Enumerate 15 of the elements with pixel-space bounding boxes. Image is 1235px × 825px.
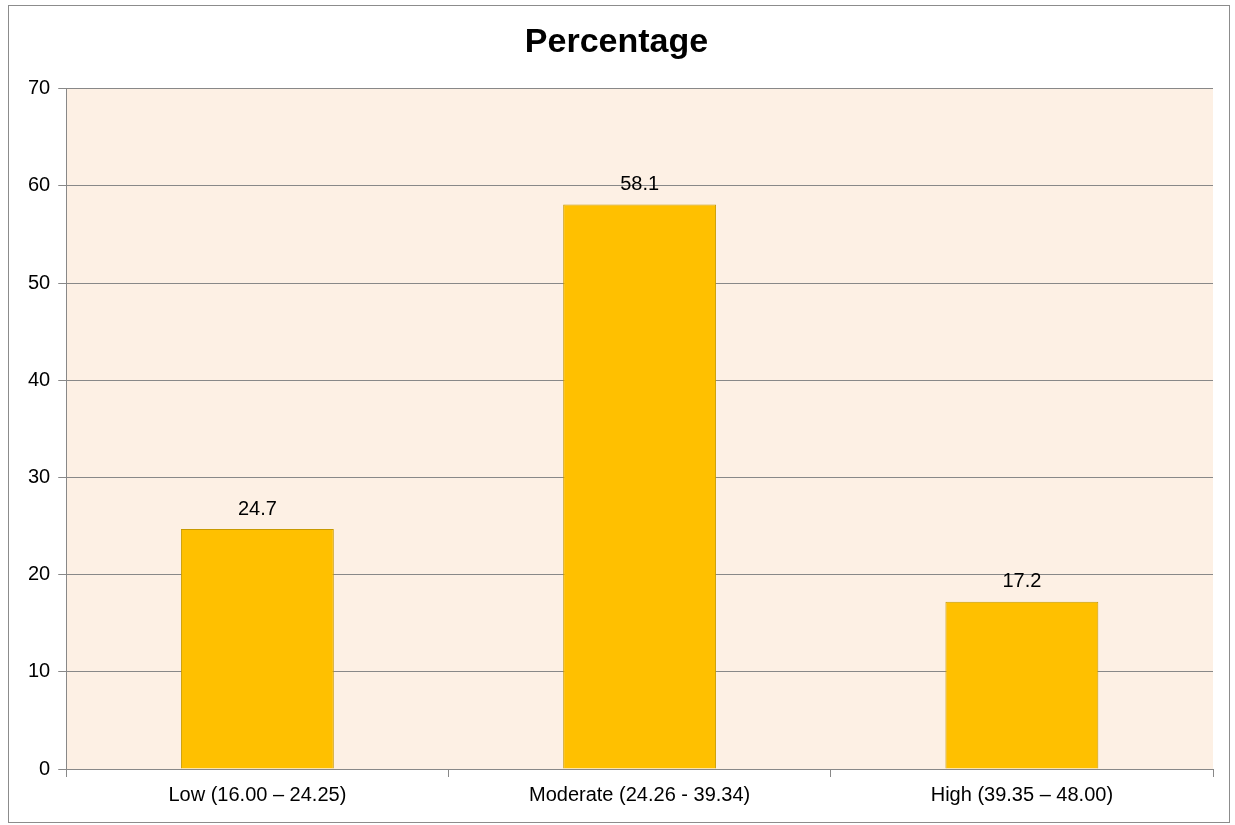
data-label: 58.1 xyxy=(620,171,660,194)
y-tick-label: 60 xyxy=(28,173,51,196)
y-tick-label: 40 xyxy=(28,367,51,390)
data-label: 17.2 xyxy=(1002,569,1042,592)
y-tick-label: 30 xyxy=(28,465,51,487)
x-tick-label: Moderate (24.26 - 39.34) xyxy=(529,782,751,805)
y-tick-label: 50 xyxy=(28,270,51,293)
y-tick-label: 0 xyxy=(39,756,51,779)
chart-title: Percentage xyxy=(524,20,709,59)
y-tick-label: 20 xyxy=(28,562,51,585)
data-label: 24.7 xyxy=(237,496,277,519)
x-tick-label: High (39.35 – 48.00) xyxy=(930,782,1114,805)
y-tick-label: 70 xyxy=(28,76,51,99)
x-tick-label: Low (16.00 – 24.25) xyxy=(168,782,347,805)
y-tick-label: 10 xyxy=(28,659,51,682)
